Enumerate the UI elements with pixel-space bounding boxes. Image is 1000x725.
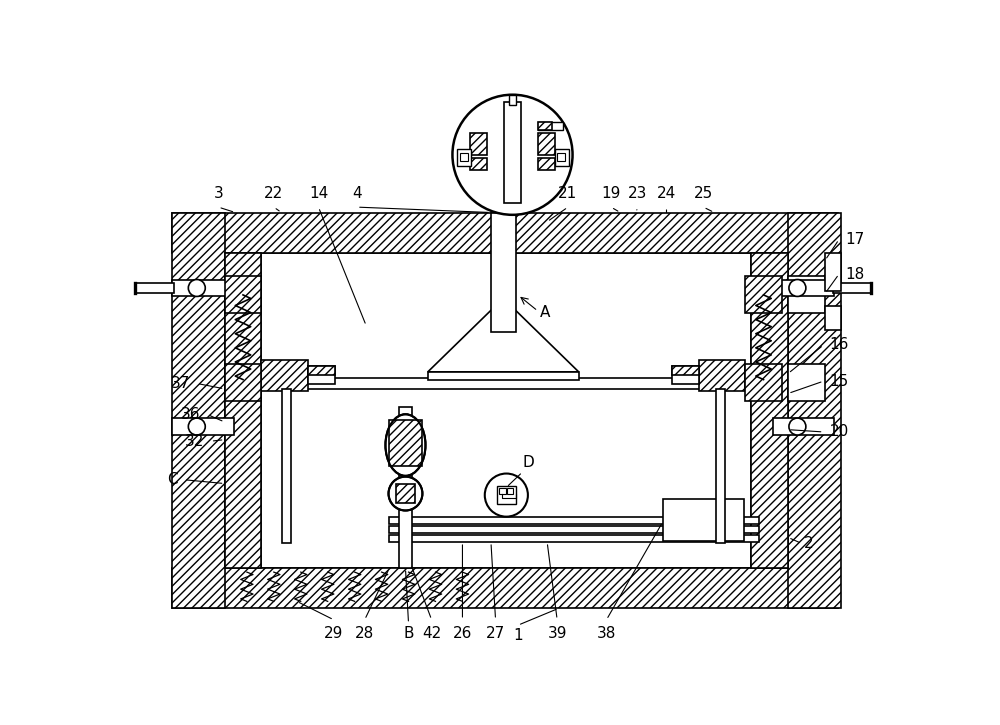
Circle shape bbox=[789, 418, 806, 435]
Bar bbox=[672, 365, 699, 384]
Bar bbox=[745, 364, 782, 401]
Circle shape bbox=[389, 476, 422, 510]
Bar bbox=[282, 389, 291, 543]
Text: 19: 19 bbox=[601, 186, 621, 201]
Bar bbox=[470, 133, 487, 154]
Text: 24: 24 bbox=[657, 186, 676, 201]
Text: 39: 39 bbox=[547, 626, 567, 641]
Bar bbox=[396, 484, 415, 503]
Bar bbox=[699, 360, 745, 392]
Text: B: B bbox=[403, 626, 414, 641]
Bar bbox=[825, 307, 841, 330]
Text: 14: 14 bbox=[309, 186, 328, 201]
Bar bbox=[460, 153, 468, 161]
Bar bbox=[389, 535, 759, 542]
Text: 23: 23 bbox=[628, 186, 648, 201]
Bar bbox=[509, 95, 516, 105]
Bar bbox=[389, 526, 759, 533]
Bar bbox=[172, 212, 225, 608]
Bar bbox=[470, 158, 487, 170]
Circle shape bbox=[789, 280, 806, 297]
Text: 3: 3 bbox=[213, 186, 223, 201]
Bar bbox=[491, 212, 516, 332]
Bar bbox=[672, 365, 699, 375]
Text: D: D bbox=[523, 455, 534, 471]
Bar bbox=[751, 252, 788, 568]
Bar bbox=[555, 149, 569, 165]
Text: 17: 17 bbox=[845, 232, 864, 247]
Bar bbox=[389, 420, 422, 466]
Bar bbox=[663, 499, 744, 542]
Bar bbox=[399, 407, 412, 568]
Bar bbox=[428, 372, 579, 380]
Bar bbox=[773, 418, 834, 435]
Bar bbox=[788, 276, 825, 312]
Text: 42: 42 bbox=[422, 626, 441, 641]
Bar bbox=[172, 568, 838, 608]
Bar bbox=[538, 133, 555, 154]
Bar bbox=[172, 418, 234, 435]
Text: 4: 4 bbox=[352, 186, 362, 201]
Bar bbox=[172, 280, 234, 297]
Bar bbox=[172, 212, 838, 252]
Bar bbox=[457, 149, 471, 165]
Ellipse shape bbox=[385, 414, 425, 476]
Bar bbox=[499, 488, 506, 494]
Text: 21: 21 bbox=[558, 186, 578, 201]
Bar bbox=[557, 153, 565, 161]
Bar bbox=[135, 283, 174, 293]
Text: 27: 27 bbox=[486, 626, 505, 641]
Bar bbox=[538, 123, 563, 130]
Circle shape bbox=[485, 473, 528, 517]
Bar bbox=[788, 364, 825, 401]
Text: A: A bbox=[539, 305, 550, 320]
Bar bbox=[225, 252, 261, 568]
Text: 36: 36 bbox=[181, 407, 201, 422]
Circle shape bbox=[188, 280, 205, 297]
Bar bbox=[261, 252, 751, 568]
Text: 28: 28 bbox=[355, 626, 374, 641]
Bar bbox=[773, 280, 834, 297]
Bar bbox=[504, 102, 521, 202]
Bar bbox=[497, 486, 516, 505]
Bar bbox=[833, 283, 871, 293]
Bar bbox=[745, 276, 782, 312]
Bar bbox=[308, 365, 335, 384]
Text: 38: 38 bbox=[597, 626, 616, 641]
Text: 20: 20 bbox=[830, 424, 849, 439]
Text: 18: 18 bbox=[845, 267, 864, 281]
Text: 29: 29 bbox=[324, 626, 344, 641]
Circle shape bbox=[452, 95, 573, 215]
Bar bbox=[538, 158, 555, 170]
Bar bbox=[225, 276, 261, 312]
Bar bbox=[389, 517, 759, 523]
Bar bbox=[825, 252, 841, 291]
Text: 2: 2 bbox=[804, 536, 813, 551]
Text: 16: 16 bbox=[830, 337, 849, 352]
Bar bbox=[507, 488, 513, 494]
Text: 1: 1 bbox=[513, 628, 523, 642]
Text: 37: 37 bbox=[171, 376, 191, 391]
Polygon shape bbox=[428, 310, 579, 372]
Text: 25: 25 bbox=[694, 186, 713, 201]
Text: 15: 15 bbox=[830, 373, 849, 389]
Text: 22: 22 bbox=[264, 186, 283, 201]
Bar bbox=[716, 389, 725, 543]
Text: 26: 26 bbox=[453, 626, 472, 641]
Bar bbox=[538, 123, 552, 130]
Circle shape bbox=[188, 418, 205, 435]
Bar bbox=[261, 378, 751, 389]
Text: 32: 32 bbox=[185, 434, 205, 449]
Text: C: C bbox=[167, 472, 178, 487]
Bar bbox=[225, 364, 261, 401]
Bar bbox=[308, 365, 335, 375]
Bar bbox=[261, 360, 308, 392]
Bar bbox=[788, 212, 841, 608]
